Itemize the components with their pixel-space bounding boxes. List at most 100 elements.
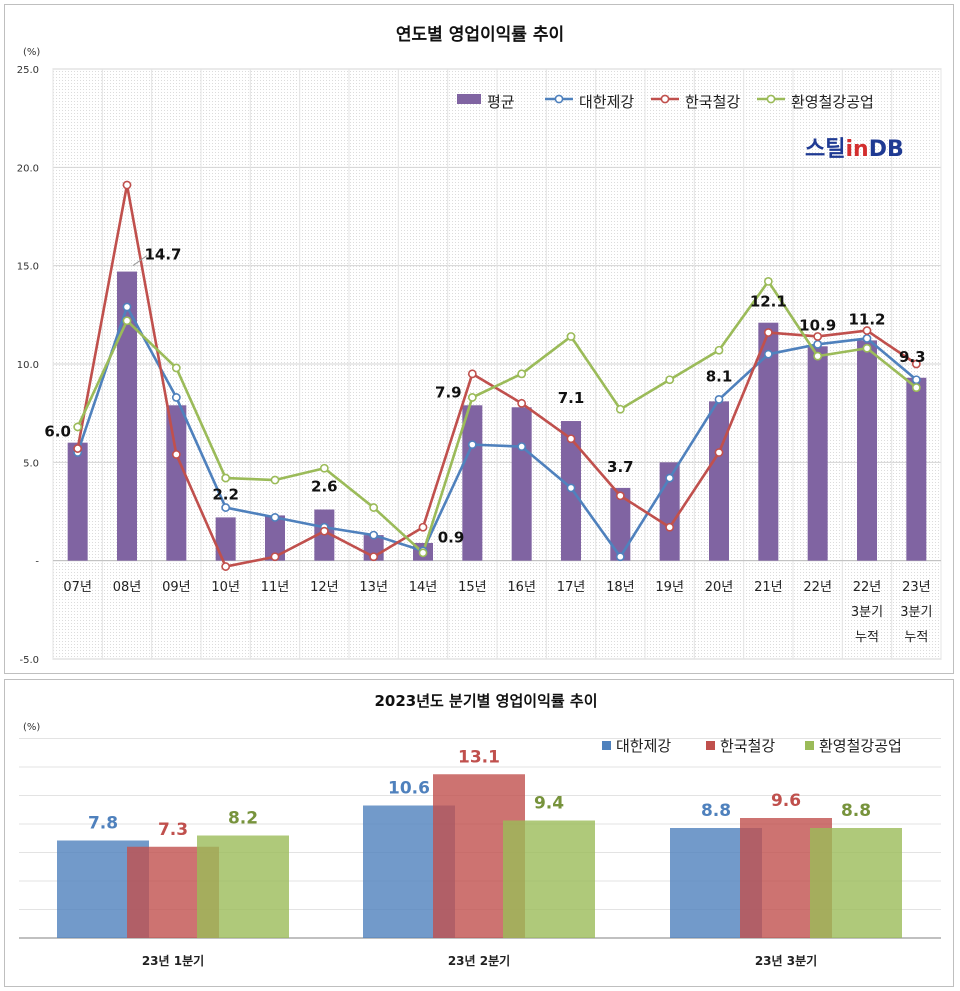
- data-label: 10.6: [388, 779, 430, 799]
- series-point-1: [862, 326, 872, 335]
- x-tick-label: 누적: [904, 630, 928, 645]
- x-tick-label: 3분기: [851, 605, 883, 620]
- series-point-2: [665, 375, 675, 385]
- bar-2: [197, 835, 289, 938]
- series-point-0: [270, 513, 280, 522]
- annual-chart-panel: -5.0-5.0 10.0 15.0 20.0 25.0 연도별 영업이익률 추이 (%) 0…: [4, 4, 954, 674]
- series-point-0: [517, 442, 527, 451]
- series-point-1: [665, 522, 675, 532]
- series-point-0: [763, 349, 773, 359]
- legend-swatch-2: [805, 741, 814, 750]
- series-point-1: [615, 491, 625, 501]
- series-point-1: [517, 398, 527, 408]
- y-tick-label: 15.0: [17, 262, 39, 273]
- bar-2: [503, 820, 595, 938]
- series-line-1: [76, 183, 918, 568]
- series-point-2: [862, 343, 872, 353]
- series-point-0: [714, 394, 724, 404]
- series-line-0: [76, 305, 918, 559]
- legend-swatch-0: [602, 741, 611, 750]
- series-point-1: [122, 180, 132, 190]
- data-label: 13.1: [458, 747, 500, 767]
- bar-average: [265, 515, 285, 561]
- bar-average: [215, 517, 236, 561]
- data-label: 3.7: [607, 458, 634, 476]
- bar-2: [810, 828, 902, 938]
- series-point-1: [221, 562, 231, 571]
- series-point-2: [615, 404, 625, 414]
- x-tick-label: 3분기: [900, 605, 932, 620]
- x-tick-label: 09년: [162, 580, 191, 595]
- series-point-1: [369, 552, 379, 562]
- series-point-2: [714, 345, 724, 355]
- x-tick-label: 19년: [655, 580, 684, 595]
- series-point-1: [171, 450, 181, 459]
- series-point-2: [171, 363, 181, 373]
- series-point-1: [911, 359, 921, 369]
- y-unit-label: (%): [23, 47, 40, 58]
- data-label: 7.9: [435, 383, 462, 401]
- bar-average: [117, 271, 137, 561]
- data-label: 9.4: [534, 794, 564, 814]
- y-tick-label: 25.0: [17, 65, 39, 76]
- x-tick-label: 23년 2분기: [448, 953, 510, 968]
- bar-average: [709, 401, 729, 561]
- legend-swatch-average: [457, 94, 481, 104]
- data-label: 2.6: [311, 478, 338, 496]
- data-label: 9.6: [771, 791, 801, 811]
- data-label: 8.2: [228, 809, 258, 829]
- series-point-2: [763, 276, 773, 286]
- series-point-1: [270, 552, 280, 562]
- legend-marker-1: [660, 94, 670, 104]
- x-tick-label: 08년: [113, 580, 142, 595]
- bar-average: [166, 405, 187, 561]
- bar-average: [511, 407, 532, 561]
- bar-average: [857, 340, 877, 561]
- series-point-0: [467, 440, 477, 450]
- y-tick-label: 5.0: [23, 458, 39, 469]
- series-point-0: [911, 375, 921, 385]
- x-tick-label: 18년: [606, 580, 635, 595]
- y-unit-label: (%): [23, 722, 40, 733]
- series-point-2: [813, 351, 823, 361]
- bar-average: [906, 377, 927, 561]
- series-point-0: [566, 483, 576, 493]
- logo-part-1: 스틸: [805, 137, 845, 162]
- series-point-2: [73, 422, 83, 432]
- data-label: 7.3: [158, 820, 188, 840]
- legend-label-2: 환영철강공업: [819, 737, 902, 755]
- x-tick-label: 21년: [754, 580, 783, 595]
- series-point-2: [467, 393, 477, 402]
- legend-label-0: 대한제강: [616, 737, 671, 755]
- data-label: 8.8: [701, 801, 731, 821]
- leader-line: [132, 255, 148, 266]
- chart-title: 연도별 영업이익률 추이: [396, 25, 564, 45]
- y-tick-label: -: [35, 557, 39, 568]
- series-point-1: [319, 526, 329, 536]
- series-point-2: [319, 463, 329, 473]
- x-tick-label: 20년: [705, 580, 734, 595]
- data-label: 8.1: [706, 367, 733, 385]
- legend-marker-2: [766, 94, 776, 104]
- series-point-0: [171, 393, 181, 402]
- series-point-2: [566, 332, 576, 341]
- bar-average: [807, 346, 828, 561]
- x-tick-label: 14년: [409, 580, 438, 595]
- quarterly-chart-panel: 2023년도 분기별 영업이익률 추이 (%) 7.8 10.6 8.8 7.3 13.1 9…: [4, 679, 954, 987]
- series-point-0: [665, 473, 675, 483]
- data-label: 10.9: [799, 316, 836, 334]
- data-label: 9.3: [899, 348, 926, 366]
- x-tick-label: 누적: [855, 630, 879, 645]
- data-label: 2.2: [212, 485, 239, 503]
- quarterly-chart-svg: 2023년도 분기별 영업이익률 추이 (%) 7.8 10.6 8.8 7.3 13.1 9…: [19, 692, 941, 968]
- series-point-1: [566, 434, 576, 444]
- series-point-2: [270, 475, 280, 485]
- data-label: 7.8: [88, 814, 118, 834]
- series-point-2: [369, 503, 379, 512]
- x-tick-label: 15년: [458, 580, 487, 595]
- series-point-1: [763, 328, 773, 337]
- legend-label-0: 대한제강: [579, 93, 634, 111]
- data-label: 12.1: [750, 293, 787, 311]
- x-tick-label: 17년: [557, 580, 586, 595]
- x-tick-label: 11년: [261, 580, 290, 595]
